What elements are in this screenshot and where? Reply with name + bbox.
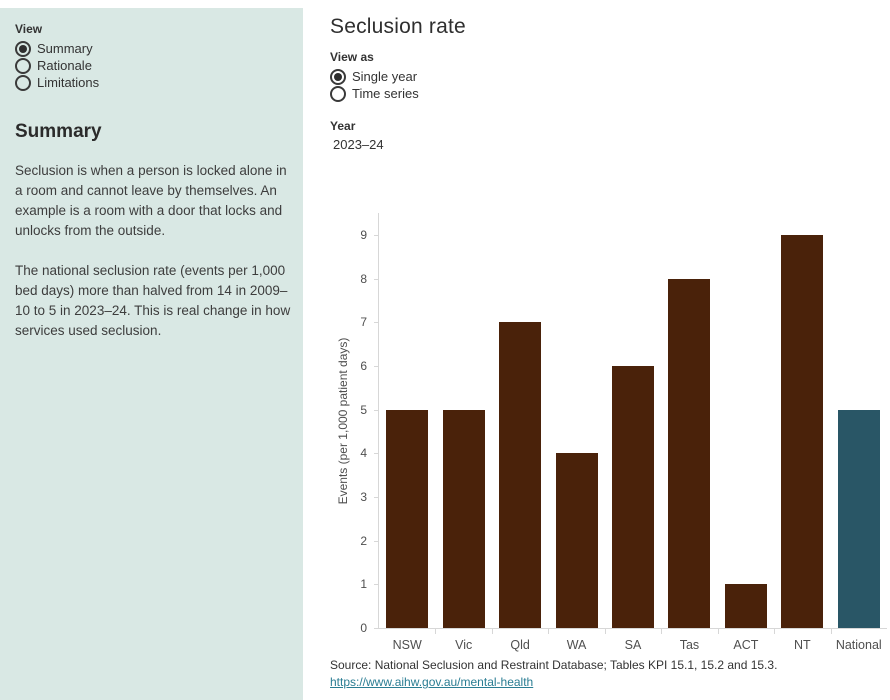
y-tick-mark — [374, 235, 378, 236]
radio-option-time-series[interactable]: Time series — [330, 85, 419, 102]
y-tick-label: 8 — [360, 271, 367, 286]
y-tick-label: 4 — [360, 446, 367, 461]
radio-option-rationale[interactable]: Rationale — [15, 57, 287, 74]
summary-paragraph-1: Seclusion is when a person is locked alo… — [15, 163, 287, 238]
bar-Qld[interactable] — [499, 322, 542, 628]
radio-option-summary[interactable]: Summary — [15, 40, 287, 57]
source-link[interactable]: https://www.aihw.gov.au/mental-health — [330, 675, 534, 689]
radio-button-icon[interactable] — [15, 40, 31, 57]
bar-National[interactable] — [837, 409, 880, 628]
x-tick-mark — [604, 629, 606, 634]
x-tick-mark — [491, 629, 493, 634]
bar-NSW[interactable] — [386, 409, 429, 628]
y-tick-label: 0 — [360, 621, 367, 635]
x-tick-label-National: National — [835, 638, 882, 652]
year-value[interactable]: 2023–24 — [333, 137, 384, 152]
x-tick-label-Vic: Vic — [455, 638, 473, 652]
y-tick-label: 6 — [360, 359, 367, 373]
main-panel: Seclusion rate View as Single year Time … — [303, 0, 890, 700]
sidebar: View Summary Rationale Limitations Summa… — [0, 8, 303, 700]
y-tick-mark — [374, 409, 378, 411]
x-tick-label-NSW: NSW — [392, 638, 422, 652]
y-tick-label: 9 — [360, 228, 367, 242]
y-tick-mark — [374, 584, 378, 586]
bar-Vic[interactable] — [442, 409, 485, 628]
radio-option-single-year[interactable]: Single year — [330, 68, 419, 85]
radio-option-label: Rationale — [37, 58, 92, 73]
radio-option-label: Time series — [352, 86, 419, 101]
y-tick-label: 3 — [360, 490, 367, 504]
plot-area: 0 1 2 3 4 5 6 7 8 9 NSW Vic Qld WA SA Tas ACT NT National — [360, 213, 887, 652]
x-tick-mark — [548, 629, 550, 634]
radio-button-icon[interactable] — [15, 57, 31, 74]
bar-NT[interactable] — [781, 235, 824, 628]
x-tick-label-SA: SA — [624, 638, 642, 652]
x-tick-label-ACT: ACT — [733, 638, 759, 652]
radio-button-icon[interactable] — [330, 85, 346, 102]
x-tick-label-WA: WA — [566, 638, 587, 652]
y-tick-label: 7 — [360, 315, 367, 330]
radio-button-icon[interactable] — [330, 68, 346, 85]
radio-option-label: Summary — [37, 41, 93, 56]
view-as-label: View as — [330, 50, 374, 64]
x-tick-mark — [661, 629, 663, 634]
y-tick-label: 1 — [360, 577, 367, 592]
x-tick-mark — [830, 629, 832, 634]
y-tick-label: 5 — [360, 402, 367, 417]
y-tick-label: 2 — [360, 533, 367, 548]
y-tick-mark — [374, 497, 378, 498]
radio-button-icon[interactable] — [15, 74, 31, 91]
summary-paragraph-2: The national seclusion rate (events per … — [15, 263, 291, 338]
x-tick-mark — [435, 629, 437, 634]
y-tick-mark — [374, 628, 378, 629]
bar-ACT[interactable] — [724, 584, 767, 628]
y-tick-mark — [374, 540, 378, 542]
x-tick-mark — [774, 629, 776, 634]
year-control: Year 2023–24 — [330, 119, 384, 152]
radio-option-label: Single year — [352, 69, 418, 84]
bar-WA[interactable] — [555, 453, 598, 628]
view-parameter-label: View — [15, 22, 43, 36]
page-title: Seclusion rate — [330, 15, 466, 38]
x-tick-mark — [717, 629, 719, 634]
y-tick-mark — [374, 278, 378, 280]
bar-Tas[interactable] — [668, 278, 711, 628]
year-label: Year — [330, 119, 356, 133]
bar-SA[interactable] — [612, 366, 654, 628]
radio-option-label: Limitations — [37, 75, 100, 90]
radio-option-limitations[interactable]: Limitations — [15, 74, 287, 91]
x-tick-label-Qld: Qld — [510, 638, 530, 652]
y-tick-mark — [374, 453, 378, 455]
summary-heading: Summary — [15, 121, 102, 142]
y-tick-mark — [374, 366, 378, 367]
source-caption: Source: National Seclusion and Restraint… — [330, 658, 778, 672]
x-tick-label-Tas: Tas — [679, 638, 700, 652]
x-tick-label-NT: NT — [793, 638, 811, 652]
view-as-control: View as Single year Time series — [330, 50, 419, 102]
y-tick-mark — [374, 322, 378, 324]
